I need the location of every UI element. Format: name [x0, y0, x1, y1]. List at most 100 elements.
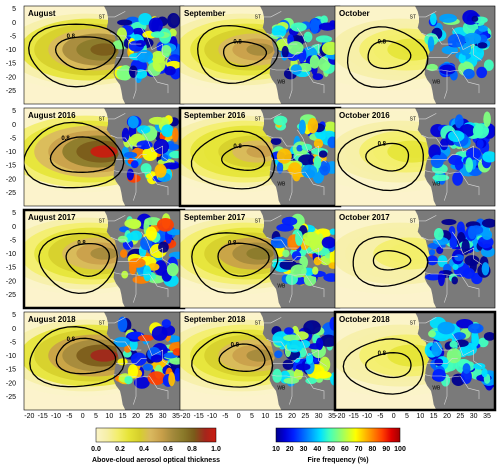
fire-blob [464, 255, 480, 266]
country-border [113, 68, 150, 72]
country-border [149, 375, 169, 400]
place-label: ST [99, 218, 105, 224]
place-label: ST [255, 320, 261, 326]
y-tick-label: 0 [12, 224, 16, 231]
country-border [133, 71, 137, 99]
fire-blob [284, 327, 294, 335]
x-tick-label: 5 [405, 413, 409, 420]
country-border [444, 173, 448, 201]
y-tick-label: 5 [12, 210, 16, 217]
aerosol-level [90, 43, 118, 56]
fire-blob [120, 249, 128, 258]
fire-colorbar-tick: 90 [382, 446, 390, 453]
x-tick-label: 35 [483, 413, 491, 420]
fire-blob [136, 49, 154, 63]
fire-blob [319, 160, 331, 176]
x-tick-label: 20 [132, 413, 140, 420]
fire-colorbar-tick: 10 [272, 446, 280, 453]
x-tick-label: 25 [145, 413, 153, 420]
country-border [149, 171, 169, 196]
map-layers: 0.8 ST WB [335, 108, 495, 206]
country-border [424, 272, 461, 276]
fire-blob [290, 213, 305, 229]
country-border [266, 134, 298, 147]
map-layers: 0.8 ST WB [180, 6, 340, 104]
country-border [266, 236, 298, 249]
contour-inner [65, 242, 110, 277]
country-border [149, 273, 169, 298]
fire-blob [315, 337, 324, 351]
x-tick-label: 10 [261, 413, 269, 420]
fire-blob [276, 148, 292, 164]
country-border [113, 374, 150, 378]
y-tick-label: -25 [6, 190, 16, 197]
fire-blob [168, 371, 176, 387]
panel-frame [334, 5, 496, 105]
fire-colorbar-tick: 80 [369, 446, 377, 453]
contour-outer [342, 338, 424, 395]
fire-blob [142, 363, 154, 371]
fire-blob [453, 332, 466, 340]
country-border [427, 256, 458, 262]
country-border [421, 134, 453, 147]
fire-blob [323, 121, 338, 134]
country-border [141, 27, 171, 61]
contour-label: 0.8 [61, 136, 70, 142]
fire-blob [476, 138, 484, 149]
place-label: ST [410, 14, 416, 20]
country-border [149, 69, 169, 94]
contour-outer [346, 26, 429, 89]
fire-blob [161, 124, 174, 138]
country-border [272, 358, 303, 364]
panel-frame [334, 107, 496, 207]
map-panel: 0.8 ST WB September [179, 5, 341, 105]
fire-blob [116, 27, 127, 41]
fire-blob [291, 250, 302, 261]
fire-blob [315, 35, 333, 43]
x-tick-label: -20 [335, 413, 345, 420]
aot-colorbar-tick: 0.0 [91, 446, 101, 453]
x-tick-label: 10 [105, 413, 113, 420]
contour-outer [38, 232, 118, 295]
country-border [264, 317, 282, 324]
fire-blob [161, 319, 171, 328]
fire-colorbar-tick: 30 [300, 446, 308, 453]
y-tick-label: 5 [12, 312, 16, 319]
contour-inner [54, 36, 116, 71]
fire-blob [148, 17, 163, 33]
fire-blob [427, 36, 435, 52]
country-border [419, 215, 437, 222]
y-tick-label: -15 [6, 265, 16, 272]
country-border [427, 154, 458, 160]
x-tick-label: 20 [443, 413, 451, 420]
y-tick-label: -10 [6, 251, 16, 258]
fire-blob [174, 367, 182, 382]
fire-blob [276, 161, 284, 174]
x-tick-label: -20 [180, 413, 190, 420]
fire-blob [128, 65, 138, 78]
fire-blob [154, 260, 167, 276]
fire-blob [303, 320, 321, 335]
y-tick-label: -5 [10, 339, 16, 346]
panel-frame [334, 209, 496, 309]
country-border [110, 236, 142, 249]
country-border [289, 173, 293, 201]
country-border [133, 173, 137, 201]
fire-blob [319, 334, 338, 347]
contour-label: 0.8 [77, 241, 86, 247]
fire-blob [282, 249, 290, 258]
x-tick-label: 0 [237, 413, 241, 420]
fire-blob [460, 369, 472, 385]
y-tick-label: -5 [10, 135, 16, 142]
fire-blob [426, 255, 438, 266]
fire-blob [157, 218, 174, 232]
fire-blob [147, 371, 166, 386]
panel-title: August 2017 [28, 213, 76, 222]
fire-blob [432, 174, 450, 182]
fire-blob [290, 264, 307, 278]
x-tick-label: -10 [362, 413, 372, 420]
contour-outer [28, 23, 124, 88]
country-border [452, 27, 482, 61]
fire-blob [296, 144, 303, 152]
fire-colorbar-tick: 70 [355, 446, 363, 453]
